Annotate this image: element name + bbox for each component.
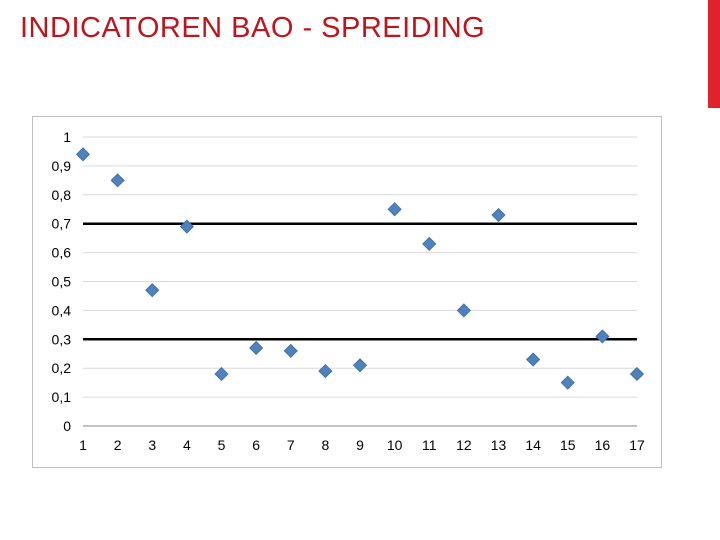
data-point <box>145 283 160 298</box>
y-tick-label: 0,5 <box>52 274 72 290</box>
slide-title: INDICATOREN BAO - SPREIDING <box>20 12 486 44</box>
y-tick-label: 0 <box>63 418 71 434</box>
x-tick-label: 6 <box>252 437 260 453</box>
y-tick-label: 0,7 <box>52 216 72 232</box>
data-point <box>491 207 506 223</box>
x-tick-label: 15 <box>560 437 576 453</box>
x-tick-label: 3 <box>148 437 156 453</box>
x-tick-label: 16 <box>595 437 611 453</box>
data-point <box>456 303 471 318</box>
x-tick-label: 12 <box>456 437 472 453</box>
y-tick-label: 0,3 <box>52 331 72 347</box>
data-point <box>560 375 575 390</box>
x-tick-label: 9 <box>356 437 364 453</box>
y-tick-label: 0,8 <box>52 187 72 203</box>
data-point <box>595 329 610 344</box>
data-point <box>283 343 298 358</box>
y-tick-label: 0,4 <box>52 302 72 318</box>
y-tick-label: 0,9 <box>52 158 72 174</box>
y-tick-label: 0,6 <box>52 245 72 261</box>
x-tick-label: 13 <box>491 437 507 453</box>
x-tick-label: 17 <box>629 437 645 453</box>
x-tick-label: 10 <box>387 437 403 453</box>
slide-edge <box>708 108 720 540</box>
y-axis-ticks: 0 0,1 0,2 0,3 0,4 0,5 0,6 0,7 0,8 0,9 1 <box>52 129 72 434</box>
data-point <box>318 364 333 379</box>
data-point <box>179 219 194 234</box>
reference-lines <box>83 222 637 341</box>
y-tick-label: 0,1 <box>52 389 72 405</box>
x-axis-ticks: 1 2 3 4 5 6 7 8 9 10 11 12 13 14 15 16 17 <box>79 437 645 453</box>
data-point <box>526 352 541 367</box>
accent-bar <box>708 0 720 108</box>
data-points <box>75 147 645 390</box>
x-tick-label: 8 <box>321 437 329 453</box>
x-tick-label: 14 <box>525 437 541 453</box>
data-point <box>422 236 437 251</box>
data-point <box>352 358 368 373</box>
data-point <box>214 366 229 382</box>
x-tick-label: 1 <box>79 437 87 453</box>
x-tick-label: 5 <box>218 437 226 453</box>
x-tick-label: 11 <box>422 437 437 453</box>
x-tick-label: 4 <box>183 437 191 453</box>
data-point <box>629 366 645 382</box>
data-point <box>75 147 91 162</box>
x-tick-label: 2 <box>114 437 122 453</box>
data-point <box>110 173 125 188</box>
data-point <box>387 202 402 217</box>
gridlines <box>83 136 637 427</box>
x-tick-label: 7 <box>287 437 295 453</box>
y-tick-label: 1 <box>63 129 71 145</box>
data-point <box>249 340 264 356</box>
y-tick-label: 0,2 <box>52 360 72 376</box>
